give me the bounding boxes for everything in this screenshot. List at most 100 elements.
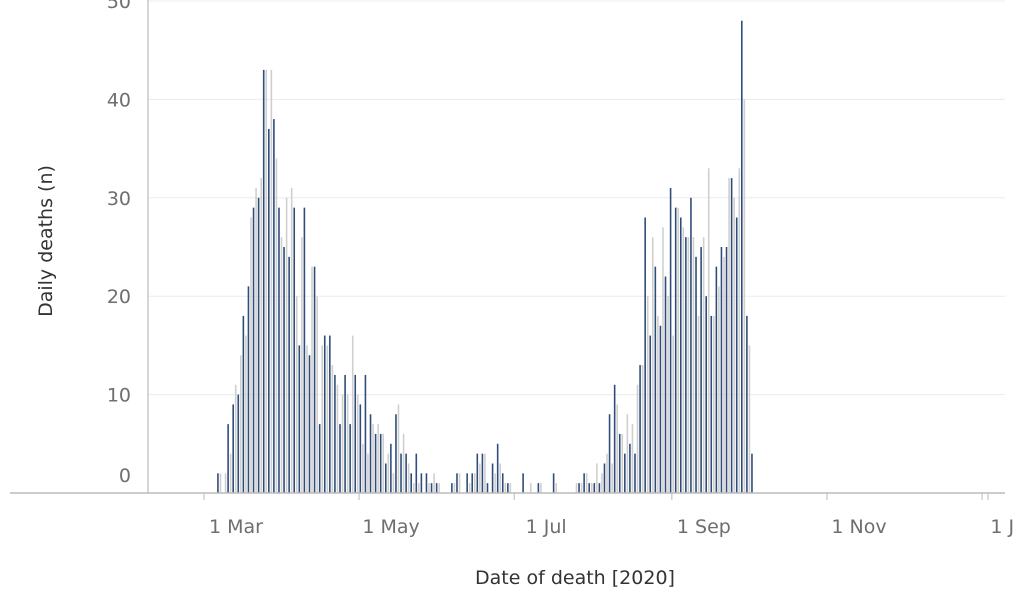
bar <box>613 384 616 493</box>
bar <box>458 473 461 493</box>
bar <box>733 197 735 494</box>
bar <box>692 237 695 493</box>
bar <box>357 394 359 493</box>
bar <box>283 247 285 493</box>
bar <box>649 335 652 493</box>
bar <box>306 345 308 493</box>
bar <box>331 365 334 493</box>
bar <box>438 483 440 493</box>
bar <box>583 473 585 493</box>
bar <box>713 315 715 493</box>
bar <box>278 207 280 493</box>
bar <box>751 453 753 493</box>
bar <box>369 414 372 493</box>
bar <box>705 296 707 493</box>
x-tick-label: 1 Jan <box>990 516 1014 538</box>
bar <box>603 463 606 493</box>
y-tick-label: 50 <box>107 0 131 13</box>
bar <box>245 335 247 493</box>
bar <box>537 483 540 493</box>
bar <box>601 473 603 493</box>
bar <box>435 483 438 493</box>
y-tick-label: 40 <box>107 89 131 111</box>
bar <box>420 473 423 493</box>
bar <box>382 433 385 493</box>
bar <box>372 424 374 493</box>
bar <box>529 483 532 493</box>
bar <box>720 247 723 493</box>
bar <box>585 473 588 493</box>
bar <box>662 227 664 493</box>
bar <box>237 394 240 493</box>
bar <box>397 404 400 493</box>
bar <box>575 483 578 493</box>
bar <box>657 315 659 493</box>
bar <box>321 345 323 493</box>
bar <box>618 433 621 493</box>
x-tick-label: 1 Mar <box>209 516 263 538</box>
bar <box>217 473 219 493</box>
bar <box>473 473 476 493</box>
bar <box>293 207 296 493</box>
bar <box>260 178 262 493</box>
bar <box>456 473 458 493</box>
bar <box>364 374 367 493</box>
bar <box>407 463 410 493</box>
y-tick-label: 10 <box>107 385 131 407</box>
gridlines <box>148 0 1005 396</box>
bar <box>700 247 702 493</box>
bar <box>430 483 433 493</box>
bar <box>313 266 316 493</box>
bar <box>723 256 725 493</box>
bar <box>232 404 234 493</box>
bar <box>275 158 278 493</box>
bar <box>718 286 720 493</box>
bar <box>379 433 382 493</box>
bar <box>652 237 654 493</box>
bar <box>290 187 293 493</box>
bar <box>624 453 626 493</box>
bar <box>270 69 273 493</box>
bar <box>273 119 275 493</box>
bar <box>227 424 229 493</box>
bar <box>685 237 687 493</box>
bar <box>349 424 351 493</box>
bar <box>351 335 354 493</box>
bar <box>250 217 252 494</box>
bar <box>362 443 364 493</box>
bar <box>507 483 509 493</box>
bar <box>311 266 313 493</box>
bar <box>481 453 484 493</box>
bar <box>377 424 379 493</box>
bar <box>265 69 268 493</box>
bar <box>410 473 412 493</box>
bar <box>677 207 680 493</box>
bar <box>626 414 629 493</box>
bar <box>402 433 405 493</box>
bar <box>621 433 624 493</box>
bar <box>646 296 649 493</box>
bar <box>433 473 435 493</box>
bar <box>484 453 486 493</box>
bar <box>509 483 512 493</box>
bar <box>746 315 748 493</box>
bar <box>738 168 741 493</box>
bar <box>735 217 738 494</box>
bar <box>219 473 222 493</box>
bar <box>255 187 257 493</box>
bar <box>555 483 557 493</box>
bar <box>672 335 674 493</box>
bar <box>301 237 303 493</box>
bar <box>395 414 397 493</box>
bar <box>687 237 690 493</box>
bar <box>336 384 339 493</box>
bar <box>354 374 357 493</box>
bar <box>486 483 489 493</box>
bar <box>728 178 730 493</box>
bar <box>636 384 639 493</box>
bar <box>641 365 644 493</box>
bar <box>631 424 634 493</box>
bar <box>494 473 496 493</box>
bar <box>308 355 311 493</box>
